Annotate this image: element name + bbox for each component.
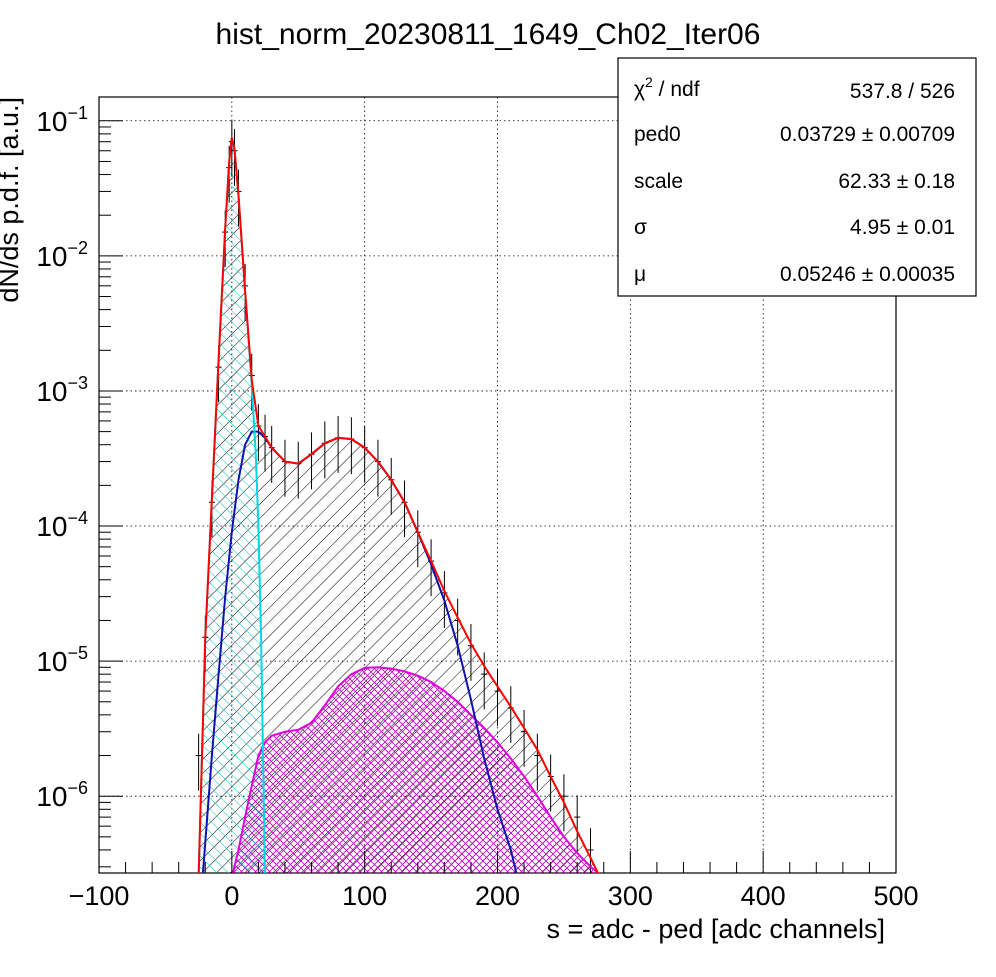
stats-row-label: χ2 / ndf bbox=[634, 74, 700, 101]
stats-row-value: 4.95 ± 0.01 bbox=[850, 216, 955, 239]
x-tick-label: −100 bbox=[69, 881, 130, 911]
x-tick-label: 200 bbox=[475, 881, 520, 911]
y-tick-label: 10−5 bbox=[36, 643, 88, 677]
y-axis-label: dN/ds p.d.f. [a.u.] bbox=[0, 97, 24, 303]
x-tick-label: 100 bbox=[342, 881, 387, 911]
x-tick-label: 500 bbox=[873, 881, 918, 911]
y-tick-label: 10−1 bbox=[36, 103, 88, 137]
x-tick-label: 400 bbox=[741, 881, 786, 911]
y-tick-label: 10−3 bbox=[36, 373, 88, 407]
x-axis-label: s = adc - ped [adc channels] bbox=[547, 914, 885, 944]
stats-row-value: 0.03729 ± 0.00709 bbox=[780, 123, 955, 146]
stats-row-value: 537.8 / 526 bbox=[850, 80, 955, 103]
stats-row-label: μ bbox=[634, 263, 646, 286]
component-pedestal-fill bbox=[198, 137, 265, 873]
fit-total-fill bbox=[198, 137, 604, 873]
hatched-fills bbox=[198, 137, 604, 873]
x-tick-label: 300 bbox=[608, 881, 653, 911]
stats-row-label: scale bbox=[634, 170, 683, 193]
axes: −100 0 100 200 300 400 500 10−1 10−2 10−3 10−4 10−5… bbox=[36, 103, 918, 911]
component-multi-curve bbox=[231, 666, 600, 873]
data-series bbox=[195, 119, 600, 873]
stats-box-frame bbox=[617, 57, 977, 297]
fit-statistics-box: χ2 / ndf 537.8 / 526 ped0 0.03729 ± 0.00709… bbox=[617, 57, 977, 297]
y-tick-label: 10−6 bbox=[36, 778, 88, 812]
y-tick-label: 10−2 bbox=[36, 238, 88, 272]
stats-row-label: σ bbox=[634, 216, 647, 239]
stats-row-label: ped0 bbox=[634, 123, 681, 146]
component-multi-fill bbox=[231, 667, 604, 873]
fit-total-curve bbox=[197, 137, 600, 873]
x-tick-label: 0 bbox=[224, 881, 239, 911]
stats-row-value: 62.33 ± 0.18 bbox=[838, 170, 955, 193]
chart-title: hist_norm_20230811_1649_Ch02_Iter06 bbox=[216, 18, 761, 51]
y-tick-label: 10−4 bbox=[36, 508, 88, 542]
stats-row-value: 0.05246 ± 0.00035 bbox=[780, 263, 955, 286]
